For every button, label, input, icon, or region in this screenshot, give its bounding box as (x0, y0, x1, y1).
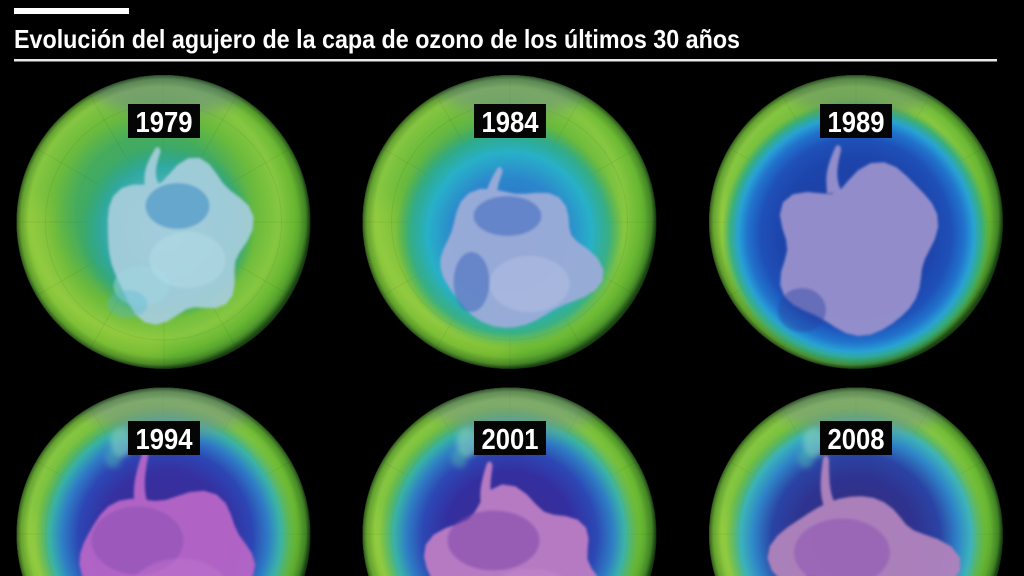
svg-text:2001: 2001 (482, 424, 539, 456)
svg-text:1989: 1989 (828, 107, 885, 139)
svg-text:1979: 1979 (136, 107, 193, 139)
svg-text:1994: 1994 (136, 424, 193, 456)
svg-text:2008: 2008 (828, 424, 885, 456)
svg-text:1984: 1984 (482, 107, 539, 139)
svg-text:Evolución del agujero de la ca: Evolución del agujero de la capa de ozon… (14, 24, 740, 54)
